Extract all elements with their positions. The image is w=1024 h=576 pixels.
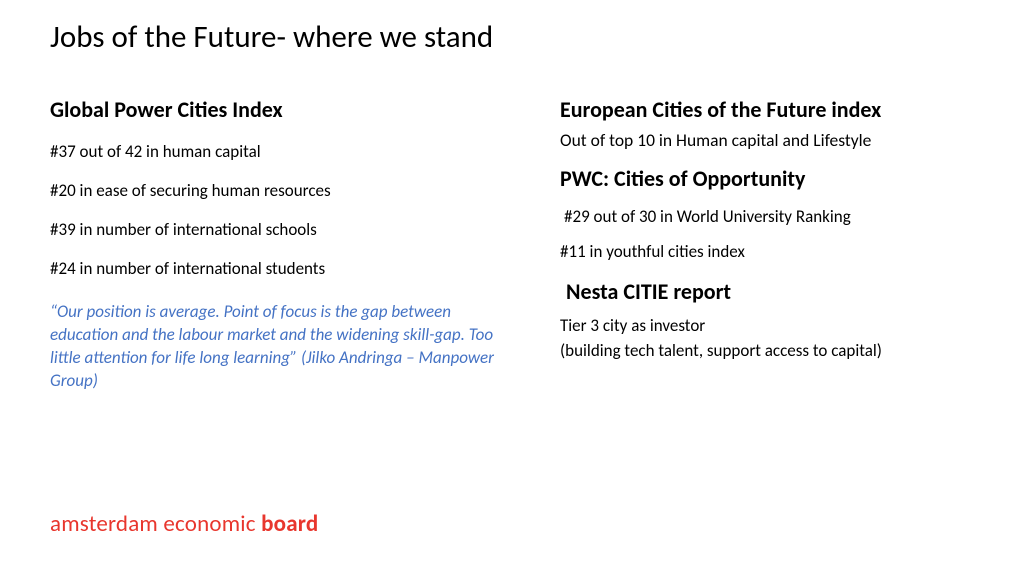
left-item-3: #24 in number of international students — [50, 258, 530, 279]
right-heading-1: European Cities of the Future index — [560, 96, 974, 123]
slide: Jobs of the Future- where we stand Globa… — [0, 0, 1024, 576]
columns: Global Power Cities Index #37 out of 42 … — [50, 96, 974, 393]
left-item-1: #20 in ease of securing human resources — [50, 180, 530, 201]
slide-title: Jobs of the Future- where we stand — [50, 18, 974, 56]
logo-text-1: amsterdam economic — [50, 510, 261, 538]
right-sub-1: Out of top 10 in Human capital and Lifes… — [560, 129, 974, 151]
right-column: European Cities of the Future index Out … — [560, 96, 974, 393]
left-heading: Global Power Cities Index — [50, 96, 530, 123]
quote-text: “Our position is average. Point of focus… — [50, 301, 530, 393]
right-heading-3: Nesta CITIE report — [566, 278, 974, 305]
logo-text-2: board — [261, 510, 318, 538]
left-item-0: #37 out of 42 in human capital — [50, 141, 530, 162]
left-item-2: #39 in number of international schools — [50, 219, 530, 240]
logo: amsterdam economic board — [50, 510, 318, 538]
right-line-3-1: (building tech talent, support access to… — [560, 340, 974, 361]
right-heading-2: PWC: Cities of Opportunity — [560, 165, 974, 192]
left-column: Global Power Cities Index #37 out of 42 … — [50, 96, 530, 393]
right-item-2-0: #29 out of 30 in World University Rankin… — [564, 206, 974, 227]
right-item-2-1: #11 in youthful cities index — [560, 241, 974, 262]
right-line-3-0: Tier 3 city as investor — [560, 315, 974, 336]
